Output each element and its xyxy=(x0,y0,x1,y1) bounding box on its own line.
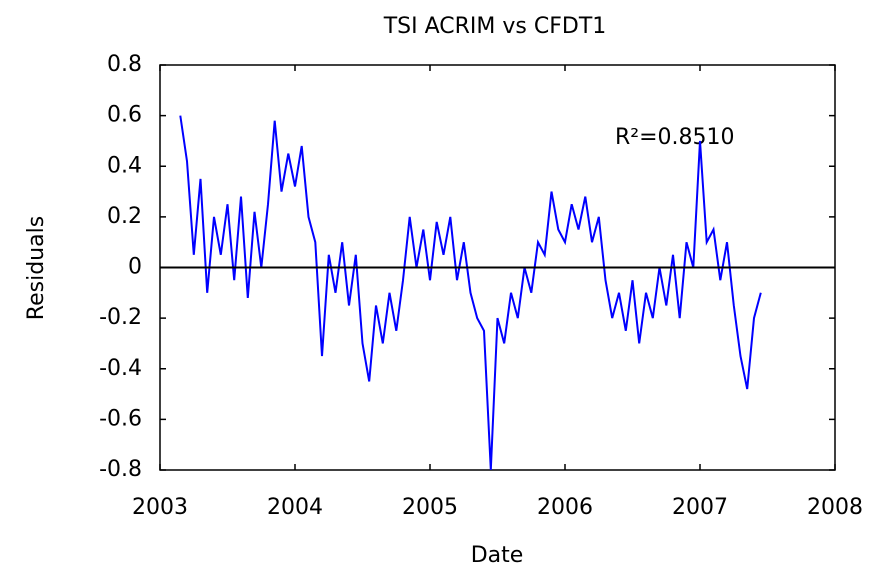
y-axis-label: Residuals xyxy=(24,216,49,320)
x-tick-label: 2005 xyxy=(402,495,458,520)
annotation: R²=0.8510 xyxy=(615,125,735,150)
x-tick-label: 2007 xyxy=(672,495,728,520)
y-tick-label: 0.2 xyxy=(107,204,142,229)
y-tick-label: -0.6 xyxy=(99,406,142,431)
y-tick-label: 0 xyxy=(128,255,142,280)
y-tick-label: 0.4 xyxy=(107,153,142,178)
x-tick-label: 2004 xyxy=(267,495,323,520)
y-tick-label: -0.8 xyxy=(99,457,142,482)
x-tick-label: 2008 xyxy=(807,495,863,520)
y-tick-label: -0.4 xyxy=(99,356,142,381)
chart-title: TSI ACRIM vs CFDT1 xyxy=(383,14,607,39)
x-tick-label: 2003 xyxy=(132,495,188,520)
y-tick-label: 0.8 xyxy=(107,52,142,77)
data-line xyxy=(179,115,762,471)
y-tick-label: -0.2 xyxy=(99,305,142,330)
x-axis-label: Date xyxy=(471,543,524,568)
y-tick-label: 0.6 xyxy=(107,103,142,128)
x-tick-label: 2006 xyxy=(537,495,593,520)
